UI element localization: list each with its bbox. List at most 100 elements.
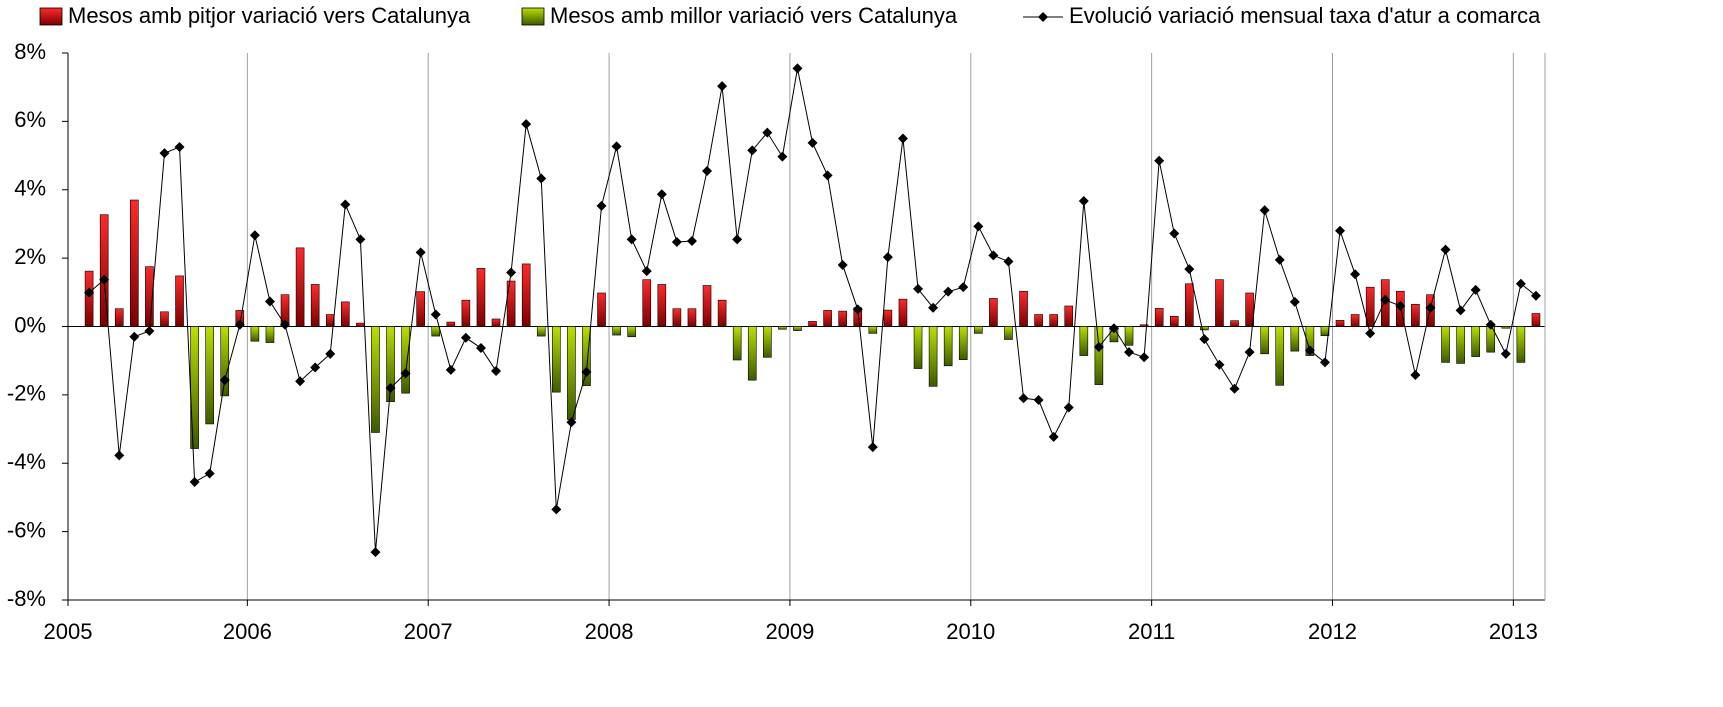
marker	[521, 119, 532, 130]
marker	[686, 236, 697, 247]
legend-swatch	[39, 7, 63, 26]
marker	[204, 468, 215, 479]
bar	[506, 280, 516, 327]
bar	[1365, 286, 1375, 327]
marker	[1048, 431, 1059, 442]
bar	[943, 326, 953, 367]
marker	[1289, 296, 1300, 307]
marker	[415, 247, 426, 258]
marker	[988, 250, 999, 261]
marker	[174, 142, 185, 153]
marker	[1485, 319, 1496, 330]
marker	[1154, 155, 1165, 166]
bar	[1290, 326, 1300, 352]
bar	[1411, 303, 1420, 327]
bar	[868, 326, 878, 334]
bar	[582, 326, 591, 386]
bar	[1004, 326, 1013, 340]
bar	[898, 298, 908, 327]
bar	[536, 326, 546, 337]
bar	[356, 322, 365, 327]
marker	[1470, 284, 1481, 295]
bar	[1154, 308, 1164, 327]
marker	[1033, 395, 1044, 406]
bar	[1260, 326, 1269, 355]
bar	[1501, 326, 1511, 329]
bar	[1200, 326, 1209, 331]
marker	[581, 366, 592, 377]
marker	[1425, 302, 1436, 313]
marker	[370, 547, 381, 558]
bar	[1350, 314, 1360, 327]
marker	[1304, 345, 1315, 356]
bar	[84, 270, 94, 327]
marker	[114, 450, 125, 461]
bar	[1516, 326, 1526, 363]
y-tick-label: 2%	[14, 244, 46, 269]
bar	[99, 214, 109, 327]
y-tick-label: 6%	[14, 107, 46, 132]
marker	[475, 343, 486, 354]
bar	[883, 309, 893, 327]
bar	[521, 263, 531, 327]
bar	[747, 326, 757, 381]
bar	[160, 311, 169, 327]
bar	[1185, 283, 1194, 327]
x-tick-label: 2008	[585, 619, 634, 644]
marker	[1350, 269, 1361, 280]
marker	[596, 200, 607, 211]
marker	[1455, 305, 1466, 316]
bar	[175, 275, 184, 327]
x-tick-label: 2010	[946, 619, 995, 644]
marker	[1530, 290, 1541, 301]
marker	[1078, 196, 1089, 207]
marker	[913, 283, 924, 294]
bar	[732, 326, 742, 361]
marker	[1108, 323, 1119, 334]
marker	[1093, 342, 1104, 353]
marker	[867, 442, 878, 453]
marker	[280, 319, 291, 330]
bar	[1034, 314, 1043, 327]
bar	[1471, 326, 1480, 357]
bar	[913, 326, 923, 369]
marker	[732, 234, 743, 245]
bar	[642, 279, 652, 327]
marker	[1003, 256, 1014, 267]
bar	[627, 326, 636, 338]
bar	[717, 299, 727, 327]
y-tick-label: 4%	[14, 176, 46, 201]
y-tick-label: -2%	[7, 381, 46, 406]
marker	[310, 362, 321, 373]
marker	[159, 148, 170, 159]
bar	[1215, 279, 1224, 327]
marker	[852, 304, 863, 315]
marker	[1380, 294, 1391, 305]
marker	[626, 234, 637, 245]
marker	[973, 221, 984, 232]
marker	[1124, 347, 1135, 358]
bar	[778, 326, 787, 330]
x-tick-label: 2011	[1128, 619, 1175, 644]
marker	[325, 348, 336, 359]
bar	[552, 326, 561, 393]
bar	[1079, 326, 1089, 356]
bar	[838, 310, 847, 327]
bar	[476, 268, 486, 327]
marker	[897, 133, 908, 144]
marker	[777, 151, 788, 162]
bar	[989, 298, 998, 327]
marker	[385, 383, 396, 394]
marker	[506, 267, 517, 278]
marker	[1169, 228, 1180, 239]
bar	[808, 321, 817, 327]
bar	[250, 326, 260, 342]
bar	[205, 326, 214, 425]
marker	[219, 375, 230, 386]
marker	[491, 365, 502, 376]
x-tick-label: 2009	[765, 619, 814, 644]
marker	[445, 364, 456, 375]
bar	[657, 284, 667, 327]
marker	[1063, 402, 1074, 413]
bar	[567, 326, 576, 420]
